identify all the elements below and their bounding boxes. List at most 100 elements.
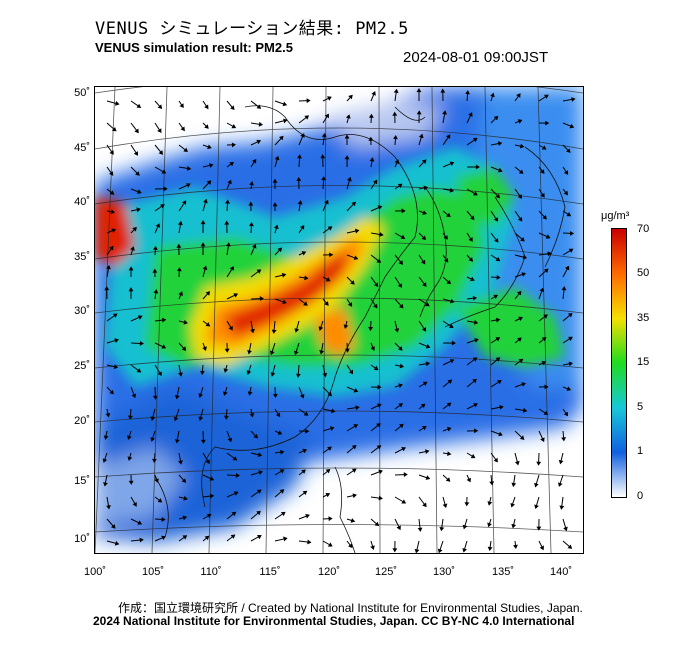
wind-arrow-head — [534, 504, 539, 510]
wind-arrow-head — [399, 363, 405, 369]
lon-tick-label: 110˚ — [200, 566, 222, 578]
wind-arrow-head — [446, 279, 451, 285]
wind-arrow-head — [534, 482, 539, 488]
wind-arrow-head — [462, 547, 467, 553]
wind-arrow-head — [398, 346, 403, 351]
wind-arrow-head — [224, 220, 230, 225]
wind-arrow-head — [423, 185, 428, 191]
wind-arrow-head — [472, 295, 478, 301]
wind-arrow-head — [563, 190, 569, 196]
lon-tick-label: 120˚ — [317, 566, 341, 578]
wind-arrow-head — [490, 92, 495, 98]
wind-arrow-head — [401, 499, 407, 504]
wind-arrow-head — [495, 337, 501, 342]
page-title-en: VENUS simulation result: PM2.5 — [95, 40, 293, 55]
wind-arrow-head — [448, 323, 454, 329]
wind-arrow-head — [401, 447, 406, 452]
wind-arrow-head — [324, 301, 329, 306]
wind-arrow-head — [229, 266, 234, 271]
wind-arrow-head — [205, 459, 210, 465]
wind-arrow-head — [350, 518, 356, 523]
wind-arrow-head — [352, 493, 357, 499]
wind-arrow-head — [178, 372, 183, 377]
wind-arrow-head — [198, 393, 203, 398]
wind-arrow-head — [569, 123, 575, 129]
wind-arrow-head — [258, 470, 263, 475]
wind-arrow-head — [443, 235, 448, 240]
wind-arrow-head — [472, 357, 478, 362]
wind-arrow-head — [179, 103, 184, 108]
wind-arrow-head — [199, 370, 205, 376]
wind-arrow-head — [540, 169, 545, 174]
wind-arrow-head — [376, 403, 382, 408]
wind-arrow-head — [233, 491, 239, 496]
wind-arrow-head — [183, 495, 188, 501]
wind-arrow-head — [397, 283, 403, 288]
wind-arrow-head — [282, 101, 288, 107]
wind-arrow-head — [232, 456, 238, 461]
wind-arrow-head — [541, 361, 547, 366]
wind-arrow-head — [329, 252, 334, 258]
wind-arrow-head — [522, 407, 528, 413]
wind-arrow-head — [368, 136, 374, 141]
wind-arrow-head — [539, 545, 544, 551]
wind-arrow-head — [102, 458, 108, 463]
wind-arrow-head — [496, 380, 502, 385]
wind-arrow-head — [376, 445, 382, 450]
wind-arrow-head — [474, 338, 479, 343]
wind-arrow-head — [541, 145, 547, 150]
wind-arrow-head — [233, 293, 239, 298]
wind-arrow-head — [420, 259, 426, 265]
wind-arrow-head — [155, 223, 160, 228]
wind-arrow-head — [474, 428, 479, 434]
wind-arrow-head — [294, 328, 300, 333]
wind-arrow-head — [325, 277, 331, 282]
wind-arrow-head — [327, 542, 333, 547]
wind-arrow-head — [543, 268, 549, 274]
wind-arrow-head — [270, 372, 276, 377]
wind-arrow-head — [416, 110, 422, 115]
wind-arrow-head — [394, 328, 400, 333]
lat-tick-label: 40˚ — [74, 196, 90, 208]
wind-arrow-head — [109, 245, 114, 251]
wind-arrow-head — [517, 194, 522, 199]
wind-arrow-head — [304, 275, 309, 281]
wind-arrow-head — [162, 317, 167, 323]
colorbar-label: 5 — [637, 401, 644, 413]
wind-arrow-head — [421, 235, 427, 241]
wind-arrow-head — [547, 251, 552, 257]
wind-arrow-head — [247, 350, 252, 355]
wind-arrow-head — [269, 350, 275, 356]
wind-arrow-head — [493, 294, 499, 300]
wind-arrow-head — [200, 439, 206, 444]
wind-arrow-head — [353, 255, 359, 260]
wind-arrow-head — [231, 142, 236, 148]
colorbar-label: 1 — [637, 445, 644, 457]
wind-arrow-head — [150, 437, 155, 442]
wind-arrow-head — [251, 158, 257, 164]
wind-arrow-head — [183, 319, 188, 325]
wind-arrow-head — [353, 424, 359, 429]
wind-arrow-head — [393, 88, 399, 94]
wind-arrow-head — [378, 469, 383, 475]
wind-arrow-head — [347, 302, 353, 307]
wind-arrow-head — [424, 302, 430, 307]
wind-arrow-head — [417, 527, 423, 532]
wind-arrow-head — [449, 359, 455, 364]
wind-arrow-head — [131, 393, 137, 399]
wind-arrow-head — [186, 183, 191, 188]
lon-tick-label: 130˚ — [432, 566, 456, 578]
wind-arrow-head — [319, 350, 325, 355]
wind-arrow-head — [536, 526, 542, 531]
colorbar-label: 70 — [637, 223, 650, 235]
wind-arrow-head — [422, 502, 427, 508]
wind-arrow-head — [113, 364, 119, 370]
wind-arrow-head — [543, 410, 549, 415]
wind-arrow-head — [132, 502, 137, 507]
wind-arrow-head — [223, 368, 229, 373]
wind-arrow-head — [497, 141, 503, 146]
wind-arrow-head — [256, 269, 262, 274]
wind-arrow-head — [161, 169, 167, 174]
wind-arrow-head — [252, 243, 257, 249]
wind-arrow-head — [495, 317, 501, 323]
